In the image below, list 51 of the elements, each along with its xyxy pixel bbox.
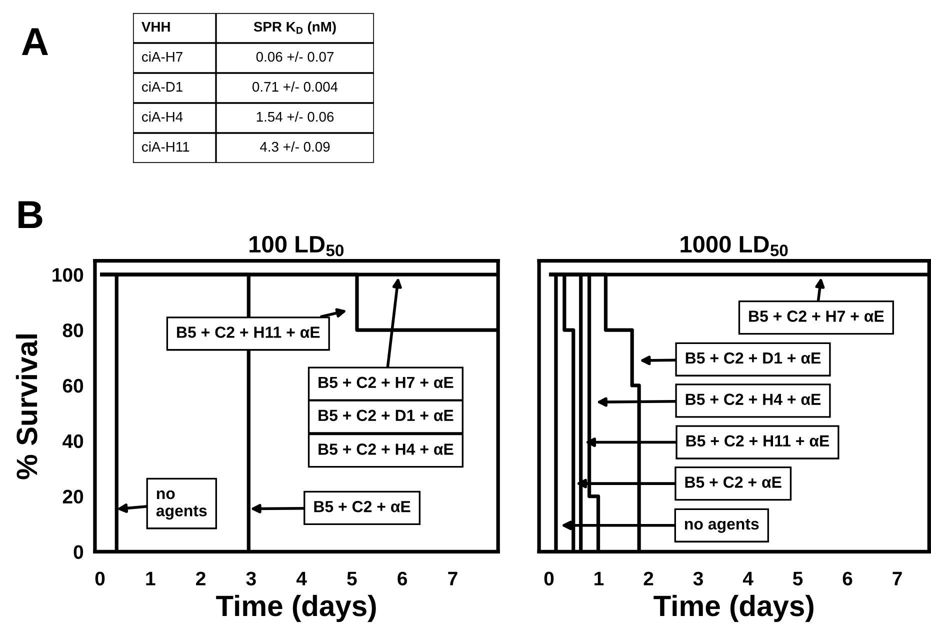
y-tick-label: 40	[62, 434, 84, 448]
text: ciA-H4	[142, 112, 183, 122]
x-tick-label: 0	[544, 572, 554, 586]
annotation: B5 + C2 + H7 + αE	[318, 376, 454, 388]
category-label: VHH	[142, 22, 170, 32]
text: 0.06 +/- 0.07	[256, 52, 334, 62]
x-tick-label: 2	[196, 572, 206, 586]
annotation: B5 + C2 + αE	[314, 500, 410, 512]
x-tick-label: 1	[146, 572, 156, 586]
x-tick-label: 5	[347, 572, 357, 586]
x-tick-label: 1	[594, 572, 604, 586]
y-tick-label: 20	[62, 490, 84, 504]
y-axis-title: % Survival	[16, 334, 38, 480]
text: 4.3 +/- 0.09	[260, 142, 330, 152]
x-tick-label: 7	[448, 572, 458, 586]
chart-title: 1000 LD$_{50}$	[680, 236, 788, 256]
annotation: B5 + C2 + H11 + αE	[177, 326, 320, 338]
annotation: B5 + C2 + H4 + αE	[686, 394, 821, 405]
text: A	[22, 28, 48, 56]
x-tick-label: 7	[892, 572, 902, 586]
x-tick-label: 3	[246, 572, 256, 586]
text: ciA-H7	[142, 52, 182, 62]
x-tick-label: 4	[296, 572, 307, 586]
y-tick-label: 100	[52, 268, 84, 282]
x-tick-label: 6	[398, 572, 408, 586]
x-axis-title: Time (days)	[654, 594, 814, 622]
annotation: B5 + C2 + H7 + αE	[749, 310, 884, 322]
annotation: no agents	[684, 519, 759, 533]
annotation: B5 + C2 + D1 + αE	[318, 410, 454, 422]
y-tick-label: 0	[74, 545, 84, 559]
annotation: B5 + C2 + H4 + αE	[318, 444, 454, 455]
y-tick-label: 60	[62, 378, 84, 393]
annotation: B5 + C2 + H11 + αE	[686, 435, 830, 447]
x-tick-label: 2	[644, 572, 654, 586]
x-tick-label: 4	[742, 572, 754, 586]
text: 1.54 +/- 0.06	[256, 112, 334, 122]
text: ciA-H11	[142, 142, 190, 152]
x-tick-label: 0	[95, 572, 105, 586]
x-axis-title: Time (days)	[216, 594, 376, 622]
y-tick-label: 80	[62, 324, 84, 338]
chart-title: 100 LD$_{50}$	[250, 236, 344, 256]
x-tick-label: 5	[792, 572, 803, 586]
annotation: B5 + C2 + αE	[685, 476, 782, 488]
x-tick-label: 3	[693, 572, 703, 586]
text: ciA-D1	[142, 82, 182, 92]
text: 0.71 +/- 0.004	[252, 82, 338, 92]
annotation: B5 + C2 + D1 + αE	[686, 352, 821, 364]
text: B	[18, 201, 42, 228]
annotation: no agents	[156, 490, 207, 520]
category-label: SPR K$_{D}$ (nM)	[254, 21, 336, 34]
x-tick-label: 6	[842, 572, 852, 586]
